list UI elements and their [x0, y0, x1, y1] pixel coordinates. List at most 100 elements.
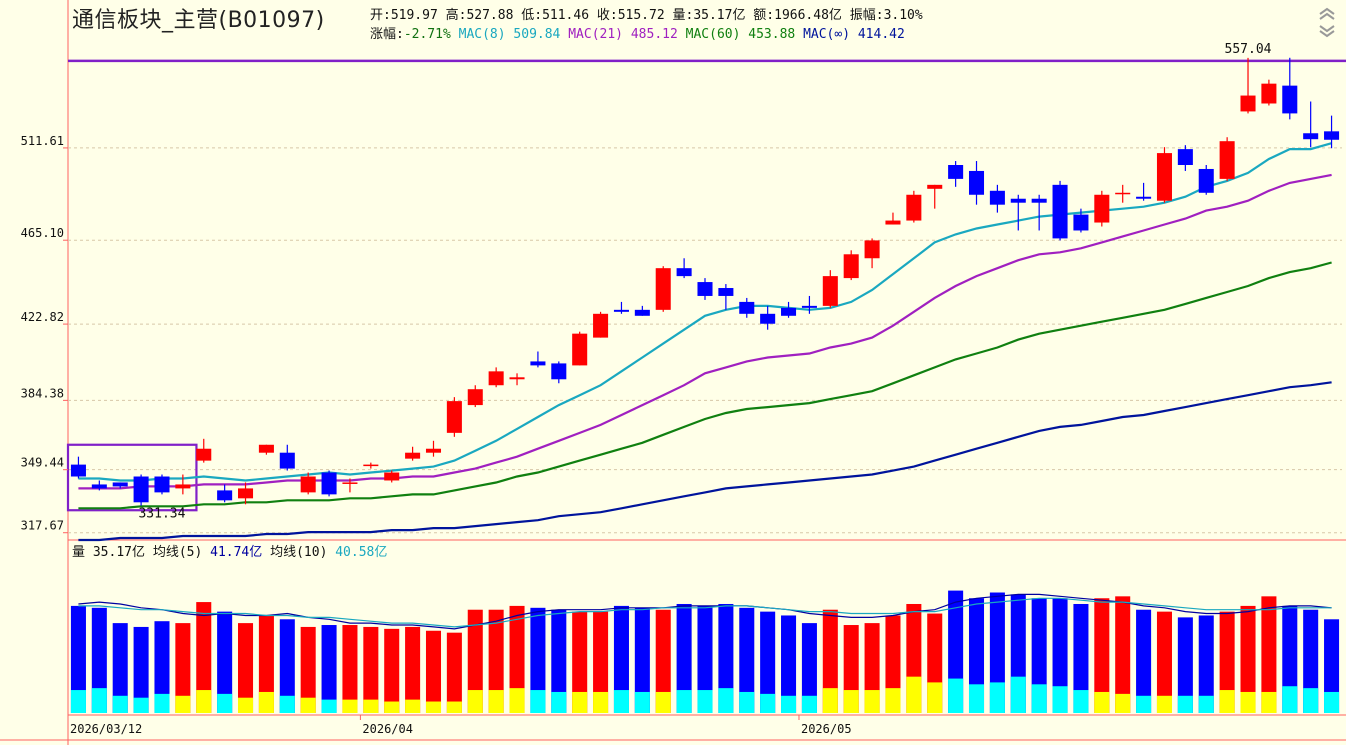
volume-bar	[70, 605, 86, 713]
volume-sub-bar	[1261, 691, 1277, 713]
volume-bar	[760, 611, 776, 713]
candle-body	[593, 313, 609, 338]
x-tick-label: 2026/05	[801, 722, 852, 736]
candle-body	[1324, 131, 1340, 140]
candle-body	[154, 476, 170, 493]
amplitude-label: 振幅:	[849, 8, 884, 23]
volume-sub-bar	[760, 693, 776, 713]
candle-body	[1198, 168, 1214, 193]
candle-body	[1094, 194, 1110, 223]
candle-body	[217, 490, 233, 501]
candle-body	[509, 377, 525, 380]
volume-sub-bar	[384, 701, 400, 713]
candle-body	[1282, 85, 1298, 114]
candle-body	[676, 268, 692, 277]
volume-bar	[446, 632, 462, 713]
candle-body	[968, 170, 985, 195]
volume-sub-bar	[864, 690, 880, 713]
volume-sub-bar	[906, 676, 922, 713]
candle-body	[425, 448, 442, 453]
candle-body	[342, 482, 358, 484]
volume-sub-bar	[1073, 690, 1089, 713]
candles[interactable]	[70, 57, 1340, 506]
volume-bar	[1303, 609, 1319, 713]
volume-bar	[676, 603, 692, 713]
volume-sub-bar	[613, 690, 629, 713]
candle-body	[467, 389, 483, 406]
volume-bar	[822, 609, 838, 713]
candle-body	[238, 488, 254, 499]
volume-sub-bar	[70, 690, 86, 713]
volume-sub-bar	[1177, 695, 1193, 713]
volume-bar	[279, 619, 295, 713]
volume-sub-bar	[133, 697, 149, 713]
volume-bar	[781, 615, 797, 713]
mainf-label: MAC(∞)	[803, 27, 851, 42]
candle-body	[363, 464, 379, 467]
volume-bar	[697, 605, 713, 713]
volume-bar	[1198, 615, 1214, 713]
volume-bars[interactable]	[70, 590, 1340, 713]
candle-body	[70, 464, 86, 477]
low-value: 511.46	[542, 8, 590, 23]
x-tick-label: 2026/03/12	[70, 722, 142, 736]
vol-label: 量	[72, 545, 86, 560]
candle-body	[864, 240, 880, 259]
x-tick-label: 2026/04	[362, 722, 413, 736]
amount-label: 额:	[753, 8, 775, 23]
candle-body	[258, 444, 274, 453]
volume-sub-bar	[572, 691, 588, 713]
volume-bar	[718, 603, 734, 713]
vol-ma10-label: 均线(10)	[270, 545, 328, 560]
volume-bar	[801, 623, 817, 713]
volume-bar	[425, 630, 442, 713]
candle-body	[321, 472, 337, 495]
volume-bar	[342, 625, 358, 713]
volume-sub-bar	[634, 691, 650, 713]
volume-sub-bar	[530, 690, 546, 713]
volume-sub-bar	[217, 693, 233, 713]
candle-body	[488, 371, 504, 386]
candle-body	[655, 268, 671, 310]
scroll-up-icon[interactable]	[1316, 6, 1338, 20]
open-value: 519.97	[390, 8, 438, 23]
volume-bar	[321, 625, 337, 713]
amplitude-value: 3.10%	[883, 8, 923, 23]
low-label: 低:	[521, 8, 543, 23]
ma-line-2	[78, 261, 1332, 510]
volume-sub-bar	[175, 695, 191, 713]
volume-sub-bar	[801, 695, 817, 713]
annotations: 557.04 331.34	[138, 42, 1271, 522]
mainf-value: 414.42	[857, 27, 905, 42]
volume-sub-bar	[196, 690, 212, 713]
x-axis: 2026/03/12 2026/04 2026/05	[67, 715, 852, 736]
high-value: 527.88	[466, 8, 514, 23]
volume-sub-bar	[1094, 691, 1110, 713]
volume-sub-bar	[363, 699, 379, 713]
y-axis: 511.61 465.10 422.82 384.38 349.44 317.67	[21, 134, 68, 534]
volume-sub-bar	[488, 690, 504, 713]
candle-body	[1261, 83, 1277, 104]
open-label: 开:	[370, 8, 391, 23]
candle-body	[1156, 153, 1172, 201]
ma-line-3	[78, 381, 1332, 542]
volume-sub-bar	[1282, 686, 1298, 713]
volume-sub-bar	[1031, 684, 1047, 713]
candle-body	[530, 361, 546, 366]
volume-sub-bar	[885, 688, 901, 713]
quote-line: 开:519.97 高:527.88 低:511.46 收:515.72 量:35…	[370, 4, 923, 23]
candle-body	[989, 190, 1005, 205]
ma60-label: MAC(60)	[685, 27, 741, 42]
volume-label: 量:	[672, 8, 694, 23]
scroll-down-icon[interactable]	[1316, 24, 1338, 38]
volume-bar	[175, 623, 191, 713]
volume-sub-bar	[1198, 695, 1214, 713]
candle-body	[279, 452, 295, 469]
volume-bar	[1156, 611, 1172, 713]
candle-body	[384, 472, 400, 481]
y-tick-label: 384.38	[21, 386, 64, 400]
volume-bar	[1219, 611, 1235, 713]
candle-body	[572, 333, 588, 366]
